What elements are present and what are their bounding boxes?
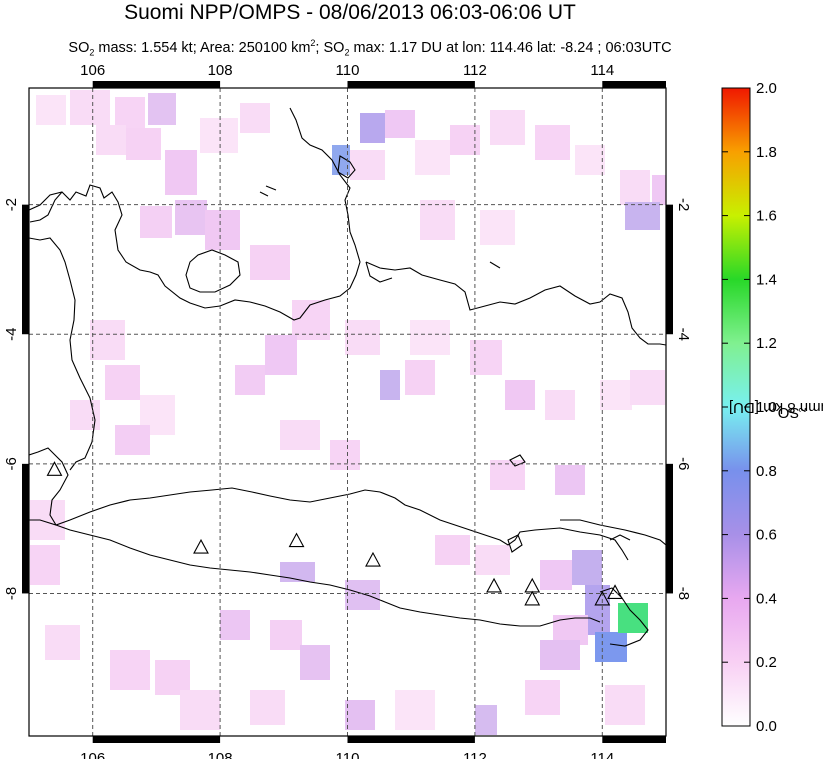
lon-tick-bottom: 112 (463, 750, 487, 759)
colorbar-tick-label: 0.2 (756, 654, 777, 671)
lat-tick-left: -2 (3, 198, 20, 211)
lon-tick-top: 108 (208, 62, 233, 79)
lon-tick-top: 110 (336, 62, 360, 79)
lon-tick-top: 106 (80, 62, 105, 79)
frame-bar-bottom (347, 736, 475, 743)
volcano-triangle-icon (193, 538, 209, 554)
volcano-triangle-icon (288, 532, 305, 548)
colorbar-ticks: 2.0 1.8 1.6 1.4 1.2 1.0 0.8 0.6 0.4 0.2 0.0 (722, 80, 777, 735)
colorbar-tick-label: 1.2 (756, 335, 777, 352)
lat-tick-right: -4 (675, 328, 692, 341)
frame-bar-top (602, 81, 666, 88)
colorbar-tick-label: 1.8 (756, 144, 777, 161)
lat-tick-left: -6 (3, 457, 20, 470)
frame-bar-left (22, 463, 29, 594)
colorbar-tick-label: 0.8 (756, 463, 777, 480)
colorbar-tick-label: 1.6 (756, 208, 777, 225)
map-title: Suomi NPP/OMPS - 08/06/2013 06:03-06:06 … (124, 1, 576, 24)
volcano-triangle-icon (607, 584, 623, 599)
colorbar-tick-label: 0.6 (756, 527, 777, 544)
graticule (29, 88, 666, 736)
lat-tick-right: -6 (675, 457, 692, 470)
lat-tick-left: -4 (3, 328, 20, 341)
frame-tick-bars (22, 81, 673, 743)
so2-retrieval-pixels (30, 90, 666, 735)
colorbar-tick-label: 2.0 (756, 80, 777, 97)
frame-bar-top (347, 81, 475, 88)
volcano-triangle-icon (486, 577, 502, 593)
lon-tick-bottom: 108 (208, 750, 233, 759)
volcano-triangle-icon (594, 590, 611, 606)
volcano-markers (46, 461, 623, 606)
lon-tick-bottom: 110 (336, 750, 360, 759)
frame-bar-left (22, 204, 29, 335)
lat-tick-right: -8 (675, 587, 692, 600)
frame-bar-bottom (92, 736, 221, 743)
lon-tick-top: 112 (463, 62, 487, 79)
frame-bar-top (92, 81, 221, 88)
colorbar-tick-label: 0.4 (756, 590, 777, 607)
coastlines (29, 107, 666, 647)
volcano-triangle-icon (365, 551, 381, 567)
volcano-triangle-icon (524, 590, 541, 606)
frame-bar-bottom (602, 736, 666, 743)
lon-tick-top: 114 (590, 62, 614, 79)
colorbar-tick-label: 0.0 (756, 718, 777, 735)
so2-stats-line: SO2 mass: 1.554 kt; Area: 250100 km2; SO… (68, 38, 672, 58)
lon-tick-bottom: 106 (80, 750, 105, 759)
lat-tick-right: -2 (675, 198, 692, 211)
colorbar-tick-label: 1.0 (756, 399, 777, 416)
lat-tick-left: -8 (3, 587, 20, 600)
volcano-triangle-icon (46, 461, 63, 476)
axis-tick-labels: 106 106 108 108 110 110 112 112 114 114 -2 -2 -4 -4 -6… (3, 62, 692, 759)
frame-bar-right (666, 204, 673, 335)
frame-bar-right (666, 463, 673, 594)
colorbar-tick-label: 1.4 (756, 271, 777, 288)
lon-tick-bottom: 114 (590, 750, 614, 759)
